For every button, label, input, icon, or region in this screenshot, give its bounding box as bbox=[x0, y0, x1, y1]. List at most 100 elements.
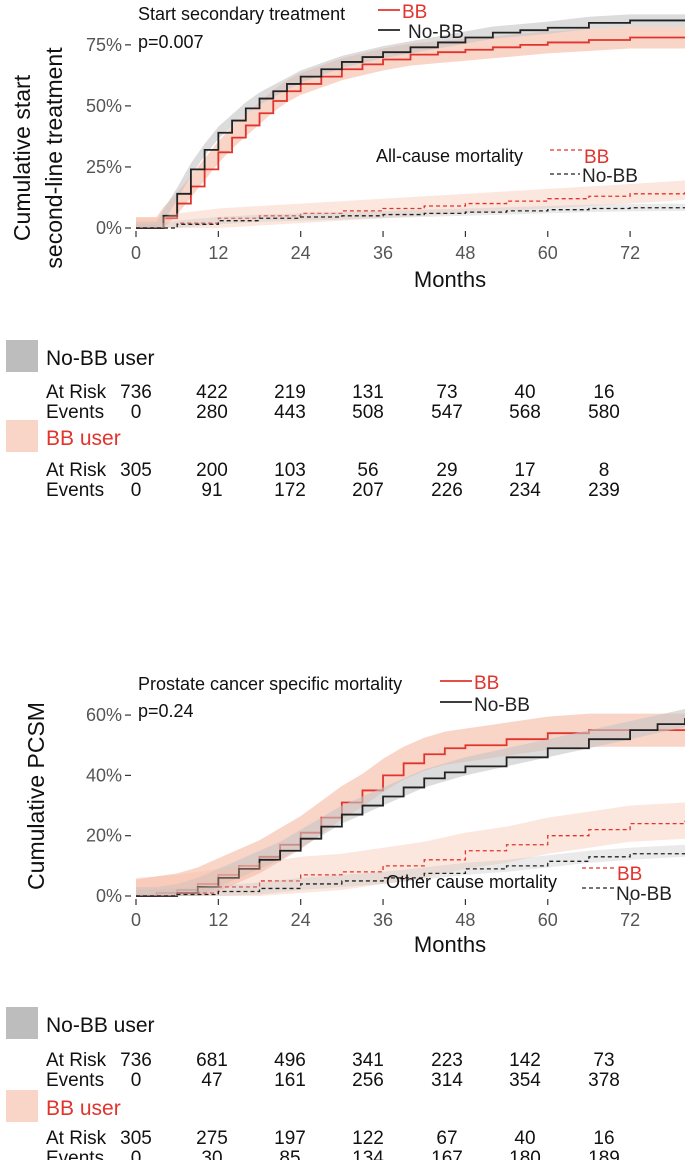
legend-label-nobb: No-BB bbox=[474, 695, 530, 716]
x-tick-label: 72 bbox=[620, 910, 640, 930]
risk-cell: 305 bbox=[120, 460, 152, 481]
risk-cell: 341 bbox=[352, 1050, 384, 1071]
x-axis-label: Months bbox=[414, 267, 486, 292]
ci-band-nobb-dashed bbox=[136, 844, 685, 896]
legend-label-bb: BB bbox=[474, 673, 499, 694]
risk-cell: 580 bbox=[588, 402, 620, 423]
risk-group-label-bb: BB user bbox=[46, 427, 121, 450]
risk-cell: 0 bbox=[131, 480, 142, 501]
risk-cell: 161 bbox=[274, 1070, 306, 1091]
risk-group-label-nobb: No-BB user bbox=[46, 347, 155, 370]
risk-cell: 40 bbox=[514, 1128, 535, 1149]
risk-cell: 547 bbox=[431, 402, 463, 423]
risk-cell: 508 bbox=[352, 402, 384, 423]
x-tick-label: 36 bbox=[373, 243, 393, 263]
risk-cell: 223 bbox=[431, 1050, 463, 1071]
x-tick-label: 60 bbox=[538, 910, 558, 930]
y-axis-label: Cumulative start bbox=[9, 74, 35, 241]
chart-panel-2: 0% 20% 40% 60% 0 12 24 36 48 60 72 Months Cumulative… bbox=[23, 673, 685, 957]
risk-group-swatch-nobb bbox=[6, 340, 38, 372]
risk-cell: 314 bbox=[431, 1070, 463, 1091]
risk-row-label: Events bbox=[46, 1070, 104, 1091]
x-tick-label: 60 bbox=[538, 243, 558, 263]
risk-cell: 234 bbox=[509, 480, 541, 501]
y-tick-label: 60% bbox=[86, 705, 122, 725]
y-tick-label: 50% bbox=[86, 96, 122, 116]
risk-row-label: Events bbox=[46, 1148, 104, 1160]
x-tick-label: 72 bbox=[620, 243, 640, 263]
risk-cell: 0 bbox=[131, 1070, 142, 1091]
secondary-legend-label-bb: BB bbox=[584, 147, 609, 168]
risk-group-label-bb: BB user bbox=[46, 1097, 121, 1120]
risk-cell: 73 bbox=[593, 1050, 614, 1071]
chart-title: Prostate cancer specific mortality bbox=[138, 674, 402, 694]
secondary-legend-label-nobb: No-BB bbox=[582, 166, 638, 187]
risk-cell: 56 bbox=[357, 460, 378, 481]
risk-cell: 16 bbox=[593, 382, 614, 403]
risk-cell: 736 bbox=[120, 382, 152, 403]
risk-cell: 354 bbox=[509, 1070, 541, 1091]
curve-bb-dashed bbox=[136, 820, 685, 897]
risk-cell: 496 bbox=[274, 1050, 306, 1071]
risk-group-swatch-bb bbox=[6, 420, 38, 452]
y-axis-label: Cumulative PCSM bbox=[23, 702, 49, 890]
risk-cell: 180 bbox=[509, 1148, 541, 1160]
risk-cell: 73 bbox=[436, 382, 457, 403]
risk-cell: 422 bbox=[196, 382, 228, 403]
risk-cell: 226 bbox=[431, 480, 463, 501]
risk-cell: 30 bbox=[201, 1148, 222, 1160]
p-value: p=0.24 bbox=[138, 701, 194, 721]
legend-label-nobb: No-BB bbox=[408, 22, 464, 43]
risk-cell: 142 bbox=[509, 1050, 541, 1071]
risk-cell: 85 bbox=[279, 1148, 300, 1160]
risk-cell: 197 bbox=[274, 1128, 306, 1149]
y-tick-label: 75% bbox=[86, 35, 122, 55]
risk-cell: 378 bbox=[588, 1070, 620, 1091]
risk-cell: 17 bbox=[514, 460, 535, 481]
risk-cell: 305 bbox=[120, 1128, 152, 1149]
y-axis-label: second-line treatment bbox=[41, 47, 67, 269]
legend-label-bb: BB bbox=[402, 2, 427, 23]
curve-nobb-solid bbox=[136, 19, 685, 229]
secondary-legend-label-nobb: No-BB bbox=[616, 884, 672, 905]
chart-panel-1: 0% 25% 50% 75% 0 12 24 36 48 60 72 Months Cumulative… bbox=[9, 2, 685, 292]
x-tick-label: 12 bbox=[208, 243, 228, 263]
curve-nobb-solid bbox=[136, 718, 685, 897]
risk-cell: 0 bbox=[131, 402, 142, 423]
secondary-title: All-cause mortality bbox=[376, 146, 523, 166]
risk-cell: 219 bbox=[274, 382, 306, 403]
risk-cell: 40 bbox=[514, 382, 535, 403]
risk-cell: 122 bbox=[352, 1128, 384, 1149]
risk-cell: 256 bbox=[352, 1070, 384, 1091]
risk-cell: 568 bbox=[509, 402, 541, 423]
risk-cell: 736 bbox=[120, 1050, 152, 1071]
risk-row-label: At Risk bbox=[46, 382, 107, 403]
x-tick-label: 48 bbox=[455, 243, 475, 263]
x-tick-label: 24 bbox=[291, 243, 311, 263]
y-tick-label: 20% bbox=[86, 826, 122, 846]
chart-title: Start secondary treatment bbox=[138, 4, 345, 24]
risk-row-label: At Risk bbox=[46, 1050, 107, 1071]
x-tick-label: 36 bbox=[373, 910, 393, 930]
risk-cell: 47 bbox=[201, 1070, 222, 1091]
curve-bb-dashed bbox=[136, 190, 685, 229]
risk-cell: 16 bbox=[593, 1128, 614, 1149]
curve-bb-solid bbox=[136, 36, 685, 229]
risk-cell: 172 bbox=[274, 480, 306, 501]
x-tick-label: 12 bbox=[208, 910, 228, 930]
y-tick-label: 40% bbox=[86, 765, 122, 785]
risk-cell: 29 bbox=[436, 460, 457, 481]
x-axis-label: Months bbox=[414, 932, 486, 957]
risk-row-label: Events bbox=[46, 480, 104, 501]
risk-cell: 239 bbox=[588, 480, 620, 501]
secondary-legend-label-bb: BB bbox=[617, 864, 642, 885]
x-tick-label: 48 bbox=[455, 910, 475, 930]
x-tick-label: 24 bbox=[291, 910, 311, 930]
risk-cell: 8 bbox=[599, 460, 610, 481]
y-tick-label: 25% bbox=[86, 157, 122, 177]
risk-cell: 103 bbox=[274, 460, 306, 481]
risk-cell: 207 bbox=[352, 480, 384, 501]
risk-cell: 167 bbox=[431, 1148, 463, 1160]
risk-cell: 91 bbox=[201, 480, 222, 501]
